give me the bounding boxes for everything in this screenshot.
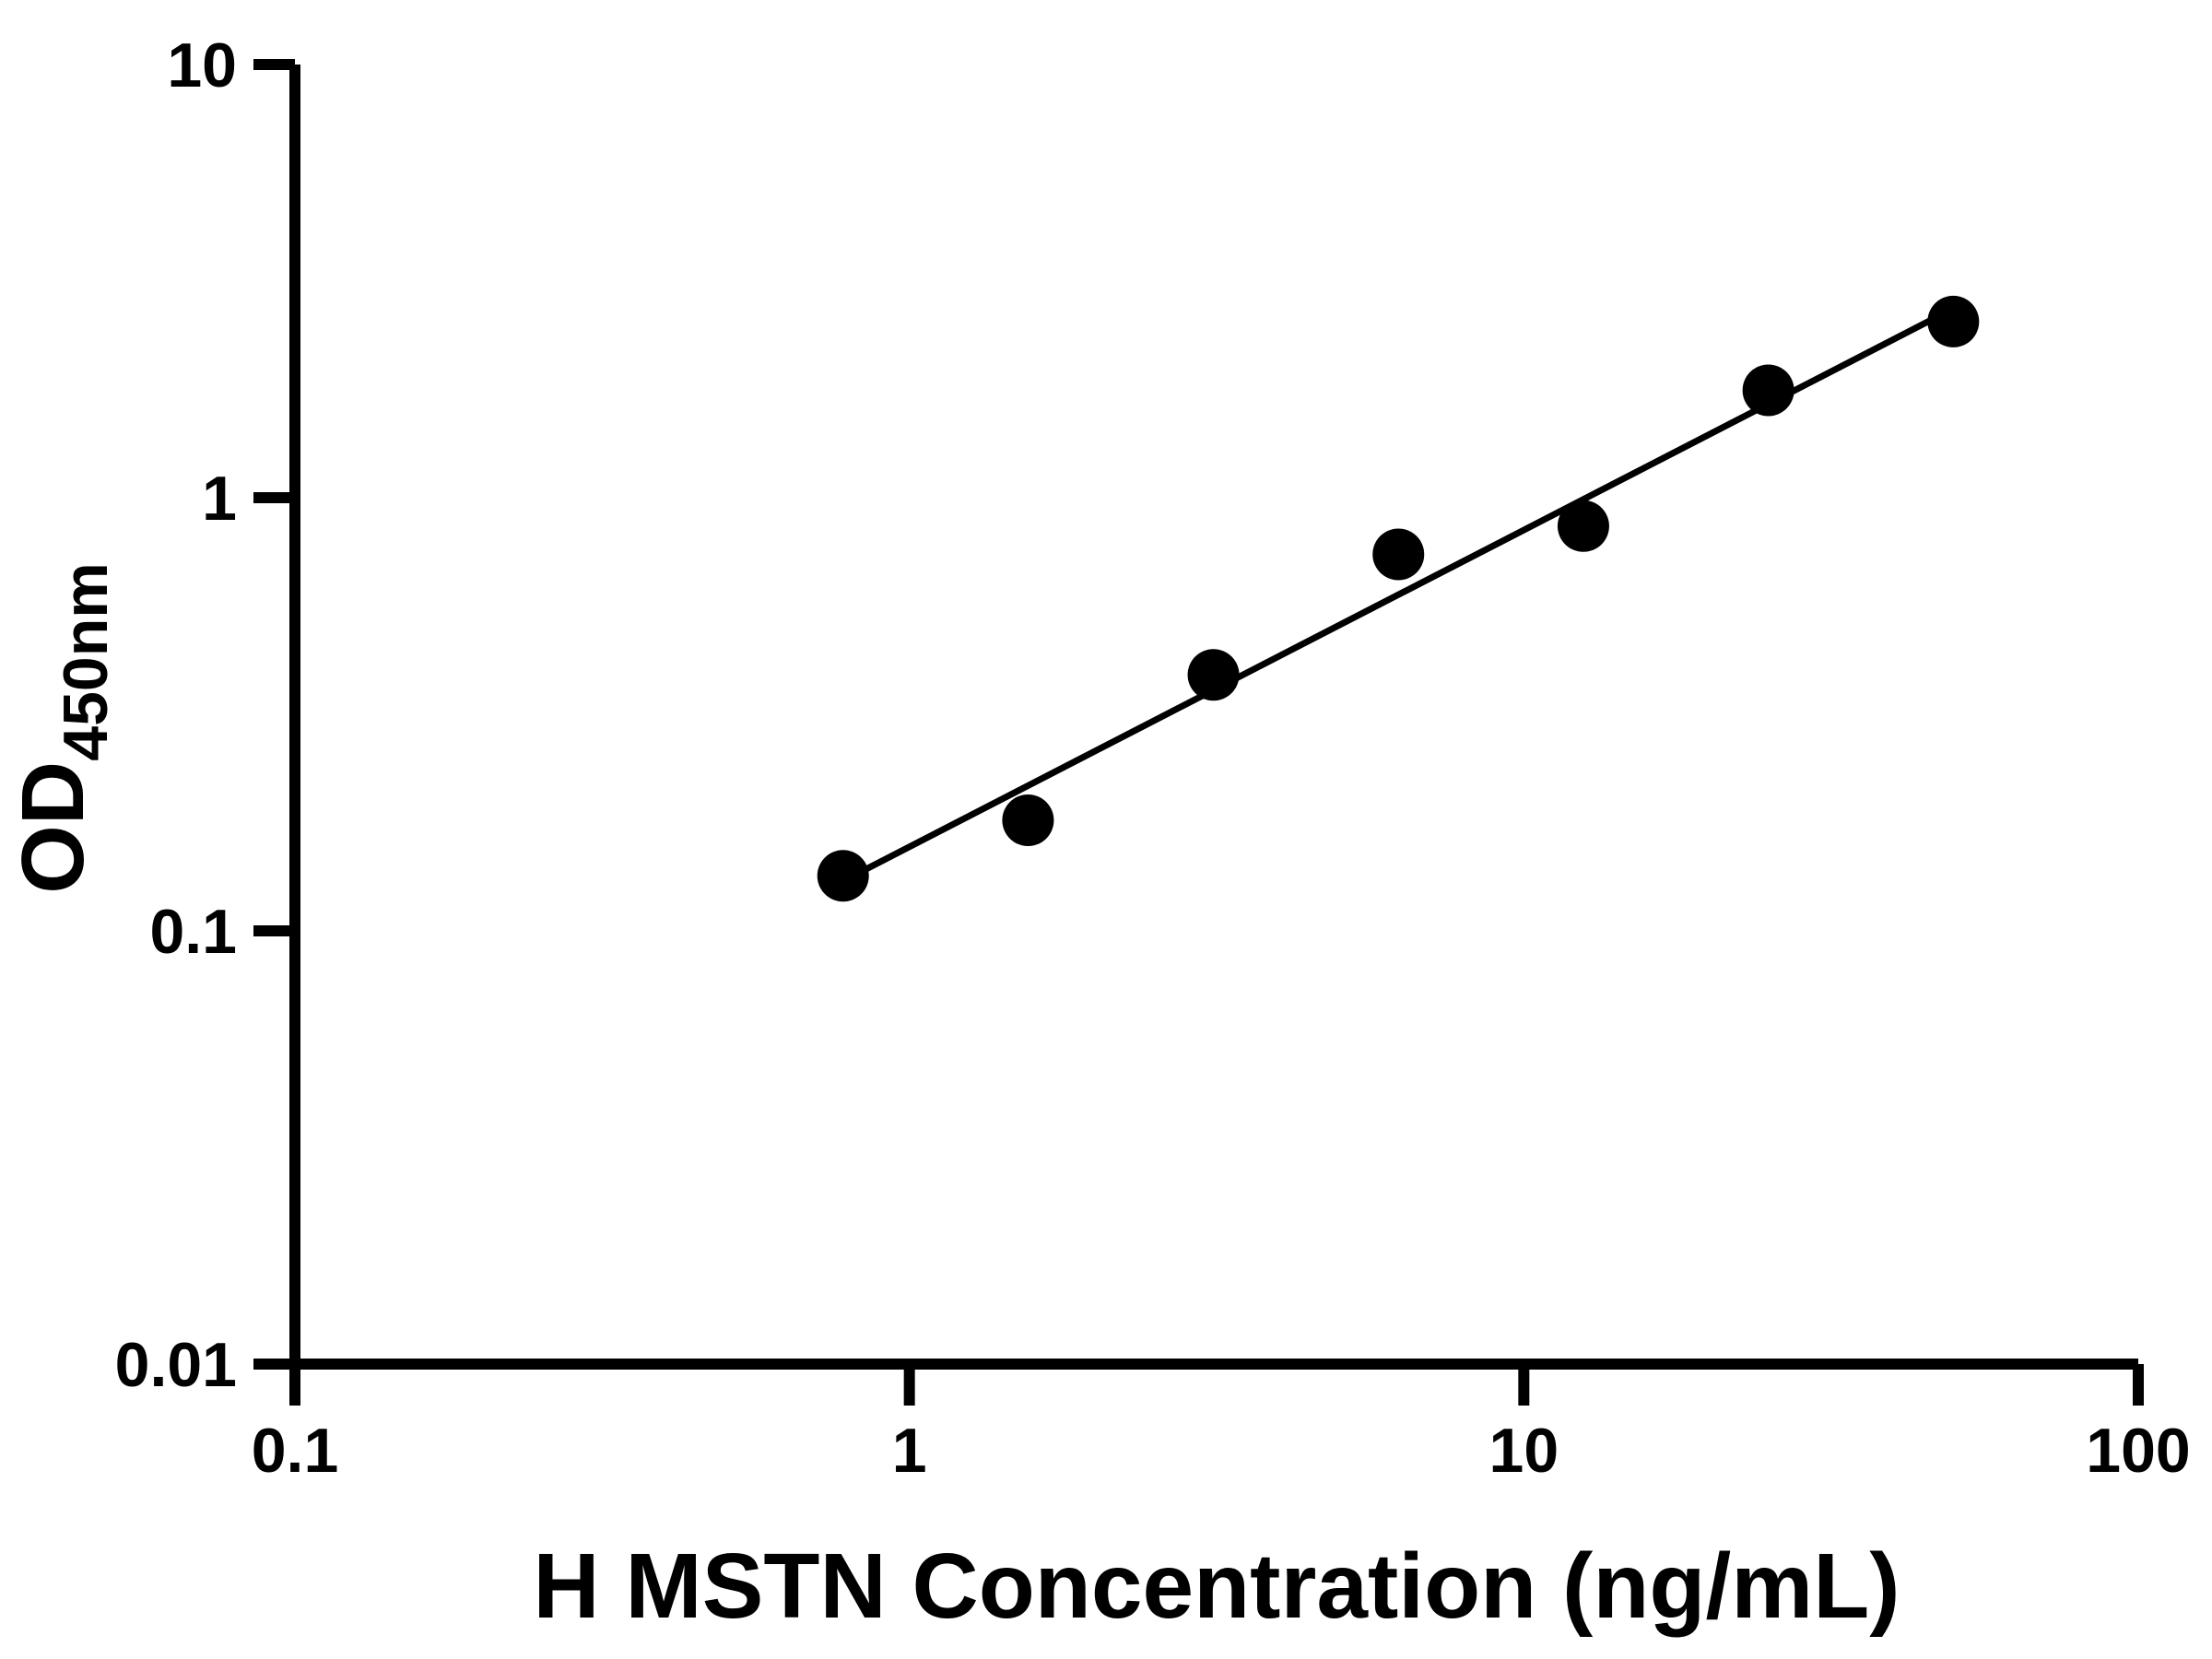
y-tick-label: 1	[202, 464, 237, 534]
y-tick-label: 0.01	[115, 1330, 237, 1400]
x-tick-label: 100	[2086, 1416, 2190, 1486]
y-axis-title-main: OD	[4, 761, 102, 894]
y-axis-title: OD450nm	[4, 562, 121, 893]
y-tick-label: 10	[167, 30, 237, 100]
data-point	[1742, 364, 1794, 417]
data-point	[1372, 528, 1425, 581]
y-tick-label: 0.1	[149, 897, 237, 967]
x-tick-label: 1	[892, 1416, 927, 1486]
data-point	[1927, 295, 1980, 347]
x-axis-title: H MSTN Concentration (ng/mL)	[533, 1535, 1900, 1638]
x-tick-label: 0.1	[252, 1416, 339, 1486]
y-axis-title-sub: 450nm	[51, 562, 121, 760]
data-points-layer	[817, 295, 1980, 902]
axes-layer	[253, 59, 2144, 1406]
x-tick-label: 10	[1489, 1416, 1559, 1486]
data-point	[817, 850, 869, 902]
data-point	[1002, 794, 1054, 847]
data-point	[1187, 649, 1240, 701]
data-point	[1557, 500, 1609, 552]
